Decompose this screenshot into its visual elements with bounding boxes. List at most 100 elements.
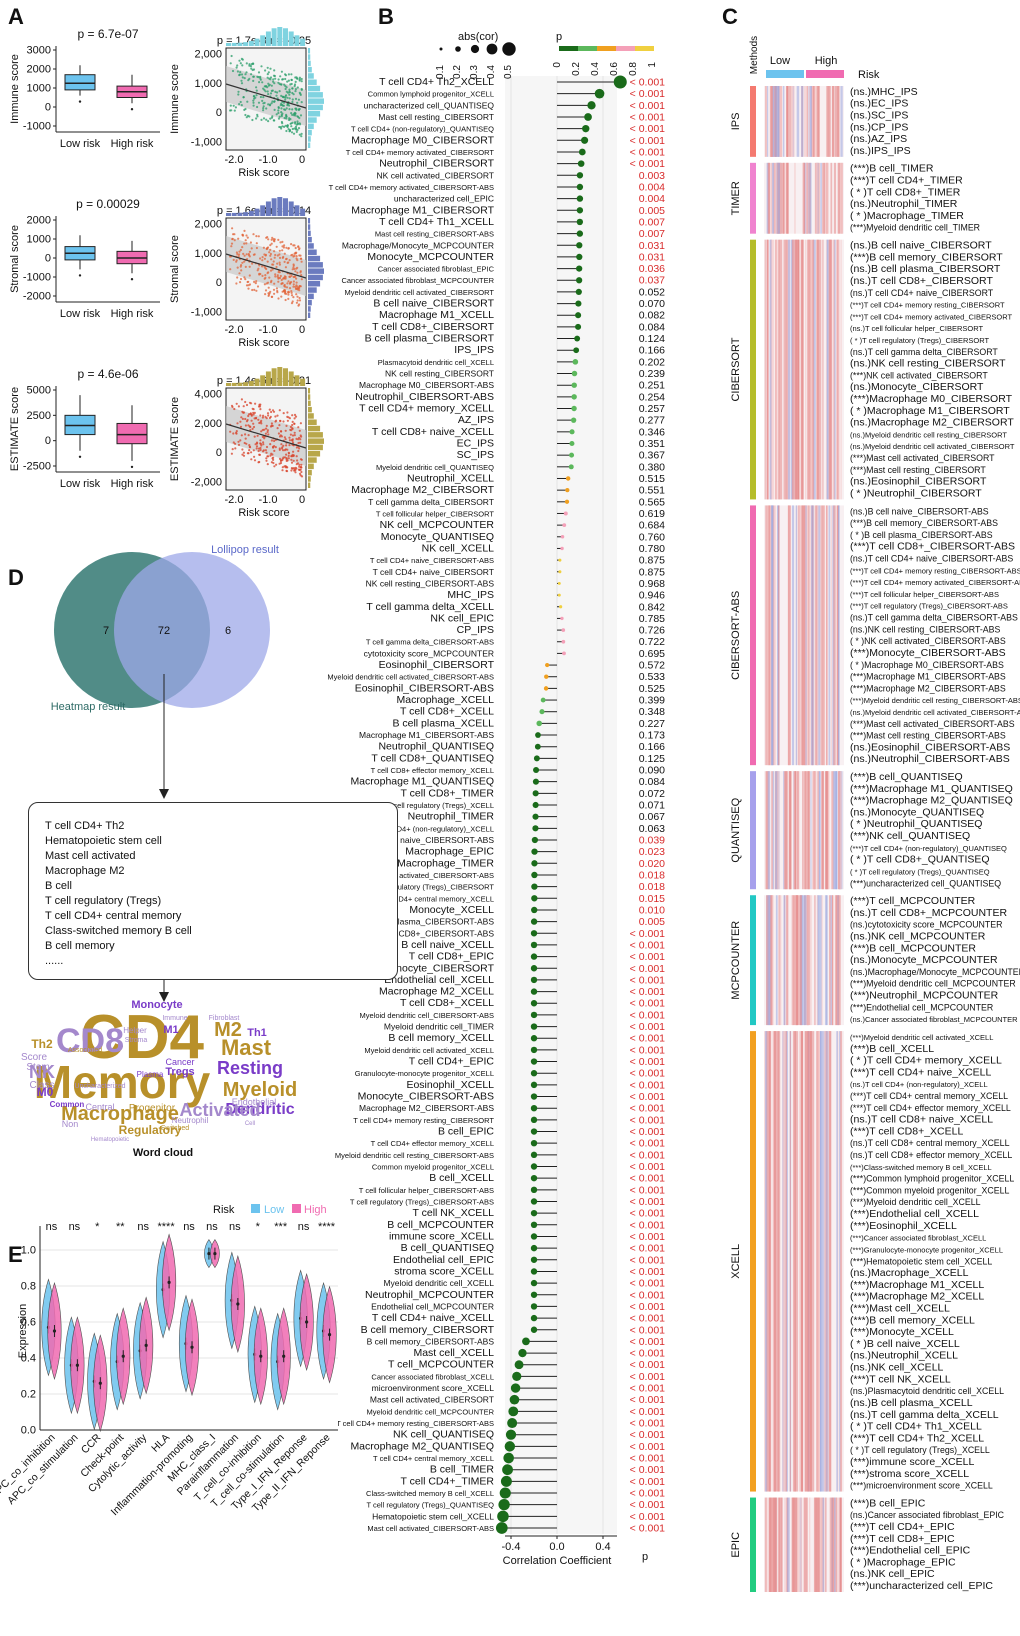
heatmap-row-label: (***)Myeloid dendritic cell resting_CIBE… [850,696,1020,705]
scatter-point [283,252,286,255]
mean-dot [282,1354,286,1358]
scatter-point [298,116,301,120]
heatmap-stripe [819,1031,822,1492]
y-tick-label: 0.8 [21,1281,36,1293]
heatmap-row-label: (ns.)CP_IPS [850,121,908,133]
heatmap-stripe [839,1497,842,1592]
scatter-point [287,452,291,455]
scatter-point [266,76,269,79]
p-value-label: < 0.001 [630,1464,665,1476]
scatter-point [263,277,266,280]
risk-bar-high [806,70,844,78]
scatter-point [298,133,301,136]
scatter-point [289,425,292,428]
heatmap-stripe [802,162,805,234]
scatter-point [277,78,280,81]
scatter-point [274,273,277,276]
marginal-hist-bar [288,371,294,386]
p-value-label: 0.239 [639,368,665,380]
heatmap-row-label: ( * )T cell regulatory (Tregs)_XCELL [850,1445,990,1455]
heatmap-stripe [822,1497,825,1592]
scatter-point [253,411,256,414]
scatter-point [274,253,277,257]
heatmap-row-label: (***)B cell_XCELL [850,1043,934,1055]
lollipop-dot [530,1303,538,1310]
p-value-label: 0.785 [639,613,665,625]
row-label: Myeloid dendritic cell_MCPCOUNTER [366,1407,494,1416]
heatmap-stripe [780,162,784,234]
scatter-point [296,299,299,302]
regression-line [225,83,307,109]
heatmap-row-label: (***)T cell CD4+ Th2_XCELL [850,1432,984,1444]
p-value-label: < 0.001 [630,1499,665,1511]
heatmap-row-label: (***)Common lymphoid progenitor_XCELL [850,1174,1014,1184]
row-label: B cell_QUANTISEQ [401,1242,494,1254]
scatter-point [290,78,293,82]
scatter-point [294,252,297,255]
heatmap-row-label: (ns.)Macrophage M2_CIBERSORT [850,417,1014,429]
heatmap-row-label: (ns.)NK cell resting_CIBERSORT [850,358,1006,370]
heatmap-row-label: (***)Mast cell resting_CIBERSORT-ABS [850,731,1006,741]
scatter-point [273,100,276,103]
scatter-point [272,260,275,263]
heatmap-stripe [840,86,843,157]
scatter-point [231,448,234,451]
row-label: T cell CD4+ memory_XCELL [359,403,494,415]
marginal-hist-bar [308,85,321,92]
scatter-point [294,275,297,278]
scatter-point [265,451,268,454]
word-cloud-word: NK [29,1062,55,1082]
scatter-point [258,453,261,456]
scatter-point [255,289,258,292]
scatter-point [248,444,251,447]
scatter-point [261,416,264,419]
lollipop-dot [518,1348,527,1358]
scatter-point [231,227,234,230]
p-value-label: 0.031 [639,240,665,252]
scatter-point [271,424,274,427]
y-tick-label: 0 [45,102,51,114]
scatter-point [244,433,247,436]
scatter-point [278,90,281,93]
heatmap-row-label: (***)Myeloid dendritic cell_TIMER [850,223,980,233]
scatter-point [297,98,300,101]
lollipop-dot [536,720,542,727]
y-tick-label: -2,000 [191,477,222,489]
heatmap-row-label: (***)Common myeloid progenitor_XCELL [850,1185,1009,1195]
mean-dot [144,1343,148,1347]
scatter-point [272,80,275,83]
scatter-point [238,74,241,77]
scatter-point [261,274,264,277]
heatmap-row-label: (***)T cell regulatory (Tregs)_CIBERSORT… [850,602,1008,611]
marginal-hist-bar [308,129,312,136]
scatter-point [273,292,276,295]
p-value-label: < 0.001 [630,1394,665,1406]
heatmap-stripe [784,162,786,234]
heatmap-stripe [787,1497,790,1592]
scatter-point [265,282,268,285]
scatter-point [296,462,300,465]
lollipop-dot [530,1151,538,1159]
lollipop-dot [498,1499,510,1511]
p-value-label: < 0.001 [630,1406,665,1418]
heatmap-stripe [836,1031,838,1492]
box-p-value: p = 0.00029 [76,197,140,211]
row-label: Monocyte_XCELL [409,904,494,916]
scatter-point [295,455,298,458]
mean-dot [207,1252,211,1256]
scatter-point [245,116,248,119]
row-label: Myeloid dendritic cell_QUANTISEQ [376,463,494,472]
scatter-point [235,66,238,69]
marginal-hist-bar [300,208,306,216]
scatter-point [284,285,287,288]
marginal-hist-bar [277,367,283,386]
scatter-point [253,280,256,283]
lollipop-dot [530,1244,538,1252]
heatmap-row-label: ( * )Macrophage M0_CIBERSORT-ABS [850,660,1004,670]
p-value-label: < 0.001 [630,77,665,89]
scatter-point [240,269,243,272]
heatmap-stripe [803,86,807,157]
word-cloud-word: Non [62,1119,79,1129]
lollipop-dot [495,1522,508,1534]
p-column-label: p [642,1551,648,1563]
